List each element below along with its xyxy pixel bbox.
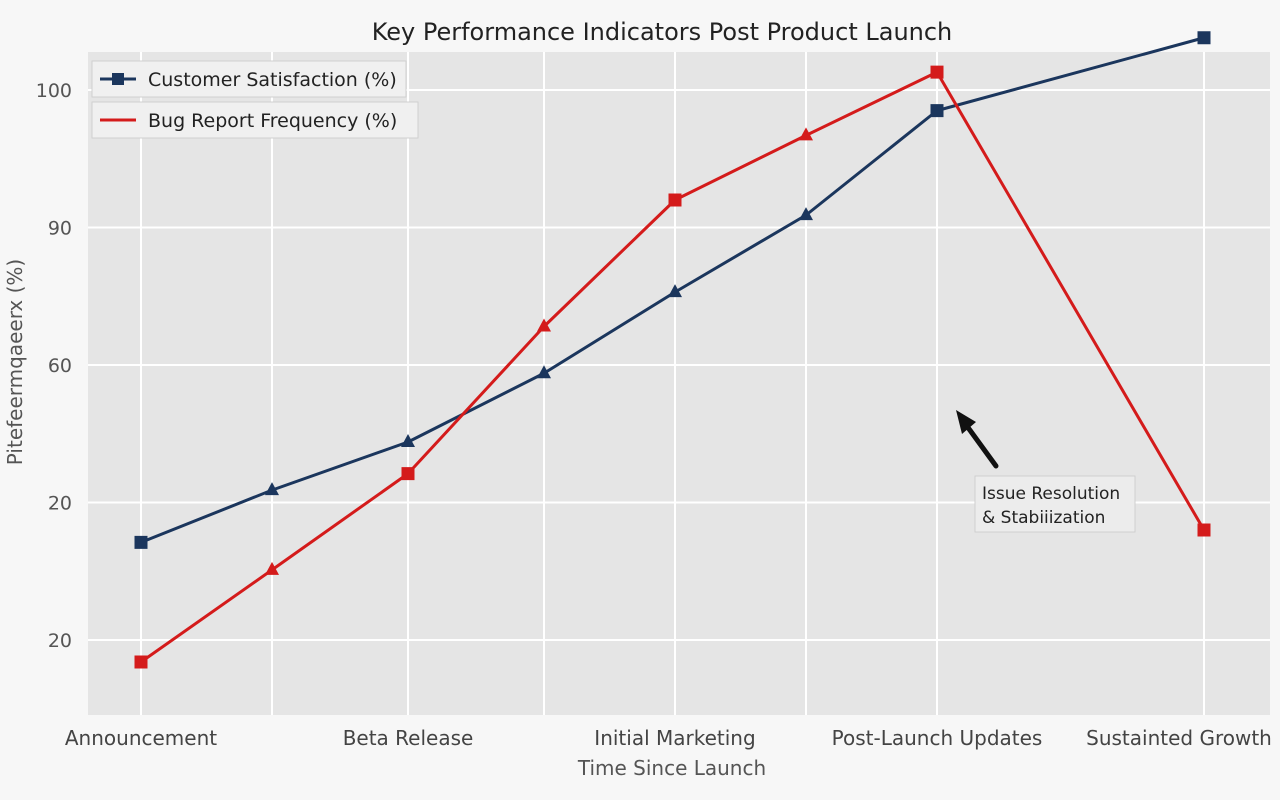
legend-box-1 — [91, 60, 407, 98]
series-1-point-4 — [668, 193, 682, 207]
series-0-point-7 — [1197, 31, 1211, 45]
series-1-point-5 — [799, 127, 813, 141]
annotation: Issue Resolution & Stabiiization — [956, 410, 1136, 533]
x-tick-label-4: Initial Marketing — [594, 726, 755, 750]
y-tick-label-1: 20 — [48, 493, 72, 515]
series-line-0 — [140, 36, 1205, 544]
annotation-text-line-1: Issue Resolution — [982, 484, 1120, 504]
legend-box-2 — [91, 101, 419, 139]
x-tick-label-6: Post-Launch Updates — [832, 726, 1043, 750]
annotation-box — [974, 475, 1136, 533]
series-0-point-4 — [668, 284, 682, 298]
series-1-point-3 — [537, 318, 551, 332]
series-1-point-1 — [265, 561, 279, 575]
annotation-arrow-shaft — [961, 419, 999, 469]
x-tick-label-0: Announcement — [65, 726, 217, 750]
x-axis-title: Time Since Launch — [577, 756, 766, 780]
series-1-point-0 — [134, 655, 148, 669]
series-line-1 — [140, 70, 1206, 664]
annotation-arrow-head — [956, 410, 976, 434]
series-layer — [134, 31, 1211, 669]
x-tick-label-2: Beta Release — [343, 726, 474, 750]
series-0-point-6 — [930, 104, 944, 118]
y-axis-ticks: 20 20 60 90 100 — [36, 80, 72, 652]
plot-area — [88, 52, 1270, 715]
series-1-point-7 — [1197, 523, 1211, 537]
legend: Customer Satisfaction (%) Bug Report Fre… — [91, 60, 419, 139]
y-tick-label-4: 100 — [36, 80, 72, 102]
legend-label-bug: Bug Report Frequency (%) — [148, 110, 397, 132]
chart-title: Key Performance Indicators Post Product … — [372, 18, 953, 46]
legend-label-customer: Customer Satisfaction (%) — [148, 69, 397, 91]
y-axis-title: Pitefeermqaeerx (%) — [3, 259, 27, 465]
series-0-point-1 — [265, 482, 279, 496]
series-0-point-2 — [401, 434, 415, 447]
series-0-point-3 — [537, 365, 551, 379]
series-1-point-6 — [930, 65, 944, 79]
grid-lines — [88, 52, 1270, 715]
y-tick-label-2: 60 — [48, 355, 72, 377]
annotation-text-line-2: & Stabiiization — [982, 508, 1105, 528]
y-tick-label-0: 20 — [48, 630, 72, 652]
x-axis-ticks: Announcement Beta Release Initial Marketin… — [65, 726, 1272, 750]
y-tick-label-3: 90 — [48, 218, 72, 240]
series-0-point-5 — [799, 207, 813, 221]
legend-marker-customer — [112, 73, 124, 85]
x-tick-label-7: Sustainted Growth — [1086, 726, 1272, 750]
series-0-point-0 — [134, 535, 148, 549]
series-1-point-2 — [401, 467, 415, 481]
